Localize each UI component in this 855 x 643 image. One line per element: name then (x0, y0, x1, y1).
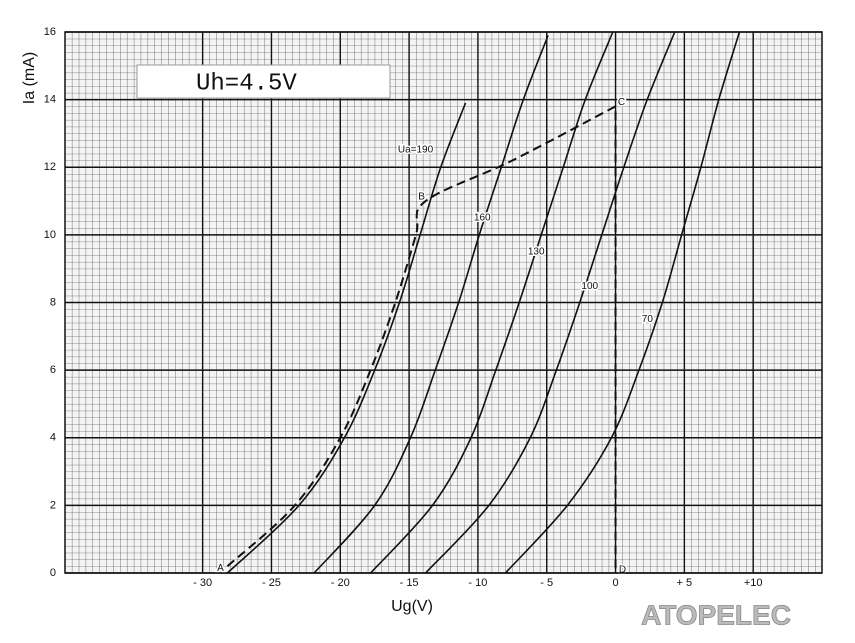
point-label: B (418, 192, 425, 203)
series-label: Ua=190 (398, 145, 434, 156)
x-tick-label: +10 (744, 577, 763, 589)
marks: Ua=190 160 130 100 70 A B C D (65, 31, 822, 577)
title-box (136, 64, 391, 99)
plot-frame (64, 31, 823, 574)
y-axis-label: Ia (mA) (21, 52, 38, 104)
y-tick-label: 6 (50, 364, 56, 376)
series-label: 130 (528, 247, 545, 258)
point-label: A (217, 563, 224, 574)
y-tick-label: 8 (50, 296, 56, 308)
chart-title: Uh=4.5V (196, 70, 297, 97)
y-tick-label: 0 (50, 567, 56, 579)
x-axis-label: Ug(V) (391, 598, 433, 615)
point-label: C (618, 97, 625, 108)
curve (369, 31, 614, 574)
x-tick-label: - 15 (400, 577, 419, 589)
x-tick-label: - 30 (193, 577, 212, 589)
y-tick-label: 2 (50, 499, 56, 511)
series-label: 160 (474, 213, 491, 224)
series-label: 70 (642, 314, 654, 325)
series-label: 100 (581, 281, 598, 292)
curve (504, 31, 741, 574)
x-tick-label: 0 (612, 577, 618, 589)
y-tick-label: 10 (44, 229, 56, 241)
y-tick-label: 12 (44, 161, 56, 173)
curve (313, 35, 549, 574)
point-label: D (619, 564, 626, 575)
curve (425, 31, 676, 574)
x-tick-label: - 5 (540, 577, 553, 589)
x-tick-label: - 10 (468, 577, 487, 589)
y-tick-label: 14 (44, 94, 56, 106)
x-tick-label: - 20 (331, 577, 350, 589)
load-line (226, 104, 617, 570)
y-tick-label: 4 (50, 432, 56, 444)
x-tick-label: + 5 (677, 577, 693, 589)
x-tick-label: - 25 (262, 577, 281, 589)
watermark: ATOPELEC (641, 599, 791, 630)
y-tick-label: 16 (44, 26, 56, 38)
curve (226, 102, 467, 574)
